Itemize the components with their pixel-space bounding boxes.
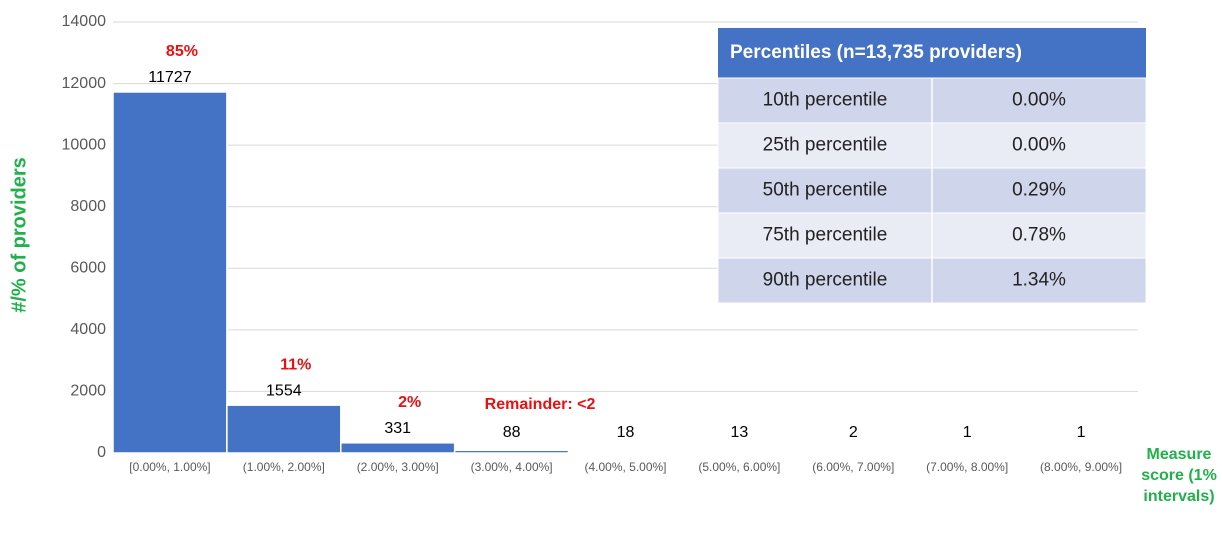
data-label: 1554: [266, 382, 302, 399]
table-cell: 0.00%: [1012, 90, 1066, 111]
table-cell: 50th percentile: [763, 180, 888, 201]
table-cell: 25th percentile: [763, 135, 888, 156]
x-tick-label: (2.00%, 3.00%]: [357, 460, 439, 474]
y-axis-label: #/% of providers: [8, 157, 30, 313]
y-tick-label: 10000: [62, 136, 107, 153]
x-tick-label: (7.00%, 8.00%]: [926, 460, 1008, 474]
table-cell: 90th percentile: [763, 270, 888, 291]
x-tick-label: (8.00%, 9.00%]: [1040, 460, 1122, 474]
y-tick-label: 8000: [70, 198, 106, 215]
percent-label: 85%: [166, 43, 198, 60]
bar: [112, 91, 228, 454]
data-label: 88: [503, 424, 521, 441]
x-tick-label: (6.00%, 7.00%]: [812, 460, 894, 474]
x-tick-label: (4.00%, 5.00%]: [584, 460, 666, 474]
table-cell: 0.00%: [1012, 135, 1066, 156]
x-tick-label: (5.00%, 6.00%]: [698, 460, 780, 474]
table-cell: 0.78%: [1012, 225, 1066, 246]
bar: [226, 404, 342, 454]
y-tick-label: 4000: [70, 321, 106, 338]
annotation: Remainder: <2: [485, 396, 596, 413]
y-tick-label: 0: [97, 444, 106, 461]
y-tick-label: 12000: [62, 75, 107, 92]
table-cell: 0.29%: [1012, 180, 1066, 201]
y-tick-label: 14000: [62, 13, 107, 30]
y-tick-label: 2000: [70, 383, 106, 400]
data-label: 2: [849, 424, 858, 441]
bar: [340, 442, 456, 454]
data-label: 11727: [148, 69, 191, 86]
data-label: 13: [730, 424, 748, 441]
x-axis-label: Measure score (1% intervals): [1141, 446, 1217, 505]
table-cell: 75th percentile: [763, 225, 888, 246]
table-title: Percentiles (n=13,735 providers): [730, 42, 1022, 63]
percent-label: 11%: [280, 356, 311, 373]
bar: [567, 451, 684, 454]
table-cell: 10th percentile: [763, 90, 888, 111]
data-label: 18: [617, 424, 635, 441]
y-tick-label: 6000: [70, 260, 106, 277]
x-tick-label: [0.00%, 1.00%]: [129, 460, 210, 474]
data-label: 1: [1077, 424, 1086, 441]
table-header: [718, 28, 1146, 78]
x-tick-label: (1.00%, 2.00%]: [243, 460, 325, 474]
data-label: 331: [384, 420, 411, 437]
x-tick-label: (3.00%, 4.00%]: [471, 460, 553, 474]
data-label: 1: [963, 424, 972, 441]
table-cell: 1.34%: [1012, 270, 1066, 291]
bar: [453, 449, 570, 454]
percent-label: 2%: [398, 394, 421, 411]
